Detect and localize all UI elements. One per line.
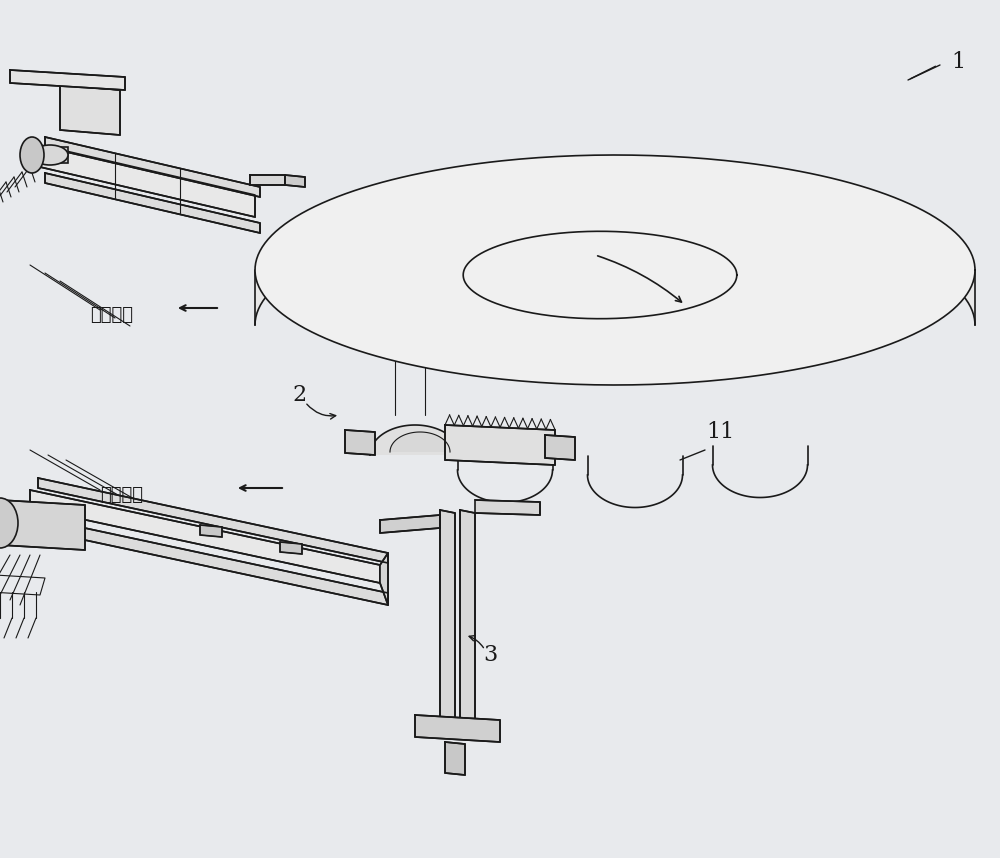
Text: 2: 2 xyxy=(293,384,307,406)
Ellipse shape xyxy=(20,137,44,173)
Text: 1: 1 xyxy=(951,51,965,73)
Polygon shape xyxy=(445,425,555,465)
Polygon shape xyxy=(460,510,475,723)
Text: 11: 11 xyxy=(706,421,734,443)
Polygon shape xyxy=(280,542,302,554)
Polygon shape xyxy=(475,500,540,515)
Polygon shape xyxy=(285,175,305,187)
Polygon shape xyxy=(32,147,68,163)
Text: 3: 3 xyxy=(483,644,497,666)
Polygon shape xyxy=(440,510,455,723)
Polygon shape xyxy=(45,173,260,233)
Polygon shape xyxy=(38,518,388,605)
Polygon shape xyxy=(380,515,440,533)
Polygon shape xyxy=(30,490,380,583)
Polygon shape xyxy=(370,425,460,455)
Polygon shape xyxy=(415,715,500,742)
Polygon shape xyxy=(38,478,388,563)
Polygon shape xyxy=(250,175,285,185)
Polygon shape xyxy=(345,430,375,455)
Polygon shape xyxy=(255,155,975,385)
Polygon shape xyxy=(60,85,120,135)
Text: 运输方向: 运输方向 xyxy=(90,306,133,324)
Polygon shape xyxy=(255,210,975,325)
Polygon shape xyxy=(40,145,255,217)
Text: 运输方向: 运输方向 xyxy=(100,486,143,504)
Polygon shape xyxy=(380,553,388,605)
Polygon shape xyxy=(45,137,260,197)
Polygon shape xyxy=(200,525,222,537)
Polygon shape xyxy=(0,500,85,550)
Polygon shape xyxy=(390,432,450,452)
Polygon shape xyxy=(445,742,465,775)
Polygon shape xyxy=(10,70,125,90)
Polygon shape xyxy=(545,435,575,460)
Ellipse shape xyxy=(0,498,18,548)
Ellipse shape xyxy=(32,145,68,165)
